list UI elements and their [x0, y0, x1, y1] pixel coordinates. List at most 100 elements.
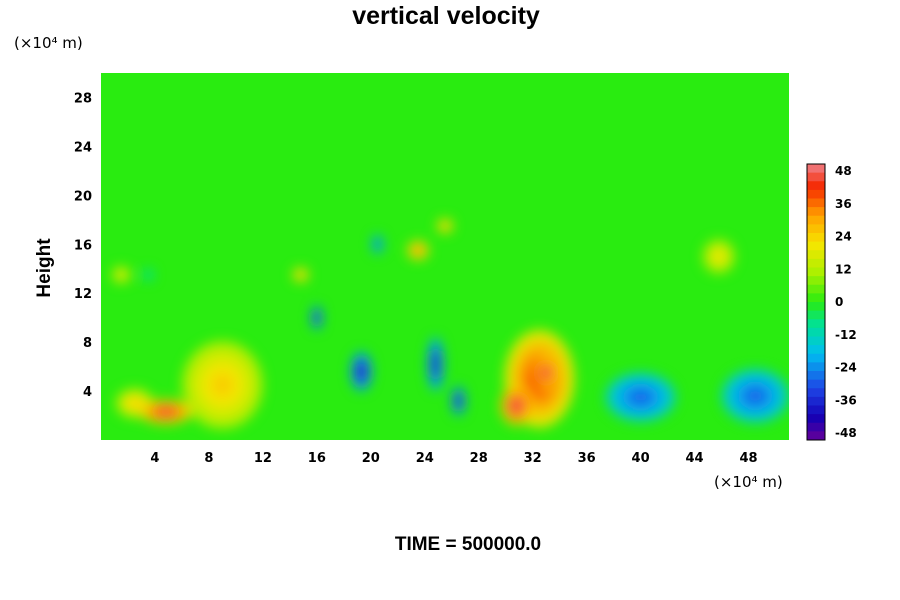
contour-feature [535, 355, 557, 390]
y-axis-unit: (×10⁴ m) [14, 34, 83, 52]
contour-level [512, 400, 521, 411]
time-label: TIME = 500000.0 [395, 534, 541, 555]
colorbar-swatch [807, 302, 825, 312]
x-tick-label: 16 [308, 451, 326, 466]
contour-level [314, 314, 319, 321]
colorbar-swatch [807, 396, 825, 406]
contour-level [375, 241, 380, 247]
colorbar-ticks: 48 36 24 12 0 -12 -24 -36 -48 [835, 164, 857, 440]
contour-feature [721, 369, 789, 423]
contour-level [433, 357, 438, 371]
colorbar-frame [806, 163, 826, 441]
x-tick-label: 20 [362, 451, 380, 466]
colorbar-swatch [807, 276, 825, 286]
colorbar-swatch [807, 327, 825, 337]
contour-level [146, 272, 151, 277]
contour-feature [372, 234, 383, 255]
colorbar-swatch [807, 224, 825, 234]
colorbar-swatch [807, 414, 825, 424]
colorbar-swatch [807, 172, 825, 182]
colorbar-swatch [807, 250, 825, 260]
contour-feature [292, 267, 309, 283]
x-tick-label: 8 [204, 451, 213, 466]
contour-feature [111, 266, 131, 284]
contour-feature [350, 351, 373, 392]
contour-level [631, 391, 650, 404]
colorbar-tick-label: -24 [835, 361, 857, 375]
colorbar-swatch [807, 345, 825, 355]
x-tick-label: 28 [470, 451, 488, 466]
colorbar-tick-label: -36 [835, 393, 857, 407]
colorbar-swatch [807, 353, 825, 363]
plot-area [101, 73, 789, 440]
x-tick-label: 40 [632, 451, 650, 466]
x-tick-label: 36 [578, 451, 596, 466]
colorbar-swatch [807, 336, 825, 346]
contour-level [159, 408, 173, 415]
contour-level [358, 366, 365, 377]
contour-level [212, 373, 233, 396]
colorbar-swatch [807, 379, 825, 389]
colorbar-swatch [807, 431, 825, 441]
contour-feature [605, 372, 676, 422]
contour-level [130, 399, 140, 407]
contour-feature [451, 386, 466, 416]
contour-level [298, 272, 303, 277]
contour-level [746, 389, 764, 403]
colorbar-tick-label: -12 [835, 328, 857, 342]
x-tick-label: 32 [524, 451, 542, 466]
colorbar-tick-label: 48 [835, 164, 852, 178]
y-tick-label: 12 [74, 287, 92, 302]
colorbar-swatch [807, 284, 825, 294]
colorbar-swatch [807, 189, 825, 199]
x-tick-label: 24 [416, 451, 434, 466]
x-tick-label: 4 [150, 451, 159, 466]
colorbar-swatch [807, 198, 825, 208]
contour-feature [436, 218, 454, 234]
colorbar-swatch [807, 293, 825, 303]
colorbar-tick-label: 12 [835, 262, 852, 276]
contour-level [415, 247, 421, 253]
contour-level [714, 252, 723, 261]
x-tick-label: 48 [739, 451, 757, 466]
colorbar-swatch [807, 422, 825, 432]
colorbar-swatch [807, 405, 825, 415]
colorbar-swatches [807, 164, 825, 441]
colorbar-tick-label: 0 [835, 295, 843, 309]
colorbar-swatch [807, 164, 825, 174]
colorbar-swatch [807, 181, 825, 191]
contour-level [543, 368, 549, 377]
x-tick-label: 44 [686, 451, 704, 466]
colorbar-swatch [807, 233, 825, 243]
contour-feature [427, 337, 444, 392]
contour-feature [407, 240, 429, 261]
contour-level [442, 223, 448, 228]
colorbar-swatch [807, 267, 825, 277]
colorbar-swatch [807, 215, 825, 225]
y-tick-label: 20 [74, 189, 92, 204]
colorbar-swatch [807, 319, 825, 329]
contour-feature [702, 239, 736, 274]
colorbar-swatch [807, 310, 825, 320]
colorbar-tick-label: 24 [835, 230, 852, 244]
contour-feature [142, 268, 154, 281]
chart-title: vertical velocity [352, 2, 540, 30]
contour-feature [311, 305, 323, 330]
y-tick-label: 4 [83, 385, 92, 400]
x-axis-unit: (×10⁴ m) [714, 473, 783, 491]
colorbar-swatch [807, 388, 825, 398]
contour-field [111, 218, 789, 429]
y-axis-label: Height [34, 238, 55, 298]
colorbar-swatch [807, 371, 825, 381]
colorbar-swatch [807, 241, 825, 251]
contour-feature [181, 340, 263, 429]
y-axis-ticks: 4 8 12 16 20 24 28 [74, 91, 92, 400]
y-tick-label: 8 [83, 336, 92, 351]
x-tick-label: 12 [254, 451, 272, 466]
colorbar-tick-label: 36 [835, 197, 852, 211]
contour-feature [500, 386, 533, 426]
colorbar-swatch [807, 258, 825, 268]
colorbar-swatch [807, 207, 825, 217]
y-tick-label: 24 [74, 140, 92, 155]
